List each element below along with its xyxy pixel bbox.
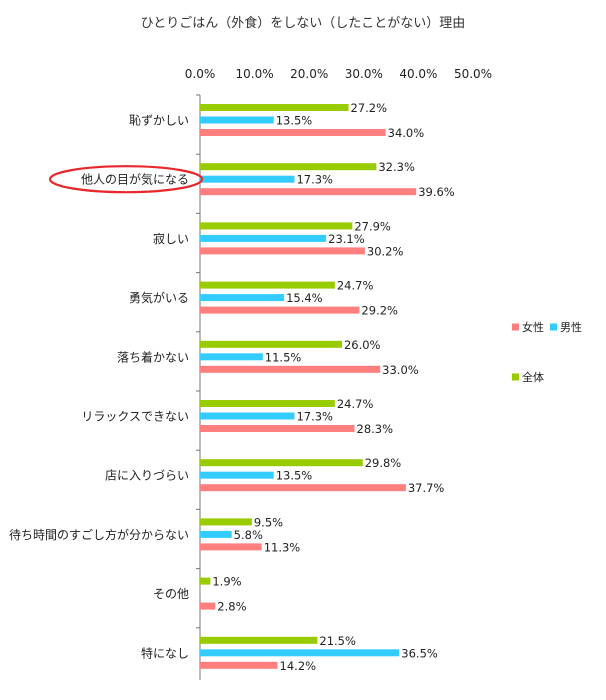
- data-label: 9.5%: [254, 515, 283, 529]
- data-label: 33.0%: [382, 363, 419, 377]
- bar: [200, 129, 386, 136]
- data-label: 29.8%: [365, 456, 402, 470]
- data-label: 23.1%: [328, 232, 365, 246]
- bar: [200, 661, 278, 669]
- data-label: 15.4%: [286, 291, 323, 305]
- bar: [200, 543, 262, 551]
- bar: [200, 577, 211, 585]
- x-tick-label: 20.0%: [290, 67, 328, 81]
- category-label: その他: [153, 587, 189, 601]
- bar: [200, 340, 342, 348]
- category-label: 他人の目が気になる: [81, 172, 189, 187]
- data-label: 37.7%: [408, 481, 445, 495]
- data-label: 27.9%: [354, 219, 391, 233]
- bar: [200, 234, 327, 242]
- x-tick-label: 0.0%: [185, 67, 216, 81]
- data-label: 36.5%: [401, 646, 438, 660]
- x-tick-label: 10.0%: [236, 67, 274, 81]
- bar: [200, 400, 335, 407]
- legend-swatch: [550, 323, 557, 331]
- bar: [200, 175, 295, 183]
- bar: [200, 484, 406, 492]
- legend-label: 男性: [560, 320, 582, 334]
- data-label: 13.5%: [276, 469, 313, 483]
- data-label: 24.7%: [337, 397, 374, 411]
- x-axis-ticks: 0.0% 10.0% 20.0% 30.0% 40.0% 50.0%: [185, 67, 492, 81]
- legend-swatch: [512, 323, 519, 331]
- highlight-ellipse: [48, 165, 204, 194]
- category-label: 勇気がいる: [129, 290, 189, 305]
- category-label: 恥ずかしい: [129, 114, 189, 128]
- bar: [200, 602, 216, 610]
- category-label: 待ち時間のすごし方が分からない: [9, 527, 189, 542]
- category-label: 落ち着かない: [117, 349, 189, 364]
- category-label: リラックスできない: [81, 410, 189, 424]
- category-label: 寂しい: [153, 231, 189, 246]
- data-label: 13.5%: [276, 114, 313, 128]
- data-label: 1.9%: [212, 575, 241, 589]
- bar: [200, 222, 353, 230]
- legend-swatch: [512, 373, 519, 381]
- bar: [200, 636, 318, 644]
- data-label: 5.8%: [234, 528, 263, 542]
- legend-label: 女性: [522, 320, 544, 334]
- value-labels: 27.2% 13.5% 34.0% 32.3% 17.3% 39.6% 27.9%23.1%…: [212, 101, 454, 673]
- data-label: 26.0%: [344, 338, 381, 352]
- data-label: 2.8%: [217, 600, 246, 614]
- bars: [200, 104, 417, 669]
- data-label: 30.2%: [367, 244, 404, 258]
- bar: [200, 163, 377, 171]
- category-label: 特になし: [141, 645, 189, 660]
- bar: [200, 306, 360, 314]
- data-label: 27.2%: [351, 101, 388, 115]
- bar: [200, 459, 363, 467]
- data-label: 14.2%: [280, 659, 317, 673]
- bar: [200, 365, 381, 373]
- bar: [200, 353, 263, 361]
- bar: [200, 471, 274, 479]
- data-label: 17.3%: [296, 410, 333, 424]
- legend-label: 全体: [522, 370, 544, 384]
- bar: [200, 188, 417, 196]
- category-label: 店に入りづらい: [105, 469, 189, 483]
- highlight-annotation: [48, 165, 204, 194]
- bar: [200, 294, 285, 302]
- data-label: 39.6%: [418, 185, 455, 199]
- chart-title: ひとりごはん（外食）をしない（したことがない）理由: [140, 16, 466, 31]
- data-label: 21.5%: [319, 634, 356, 648]
- bar: [200, 116, 274, 124]
- data-label: 32.3%: [378, 160, 415, 174]
- bar: [200, 281, 335, 289]
- data-label: 17.3%: [296, 173, 333, 187]
- bar: [200, 425, 355, 432]
- data-label: 28.3%: [357, 422, 394, 436]
- bar: [200, 530, 232, 538]
- x-tick-label: 30.0%: [345, 67, 383, 81]
- data-label: 11.5%: [265, 350, 302, 364]
- bar: [200, 412, 295, 420]
- bar: [200, 518, 252, 526]
- data-label: 34.0%: [388, 126, 425, 140]
- bar: [200, 649, 400, 657]
- data-label: 29.2%: [361, 304, 398, 318]
- category-labels: 恥ずかしい他人の目が気になる寂しい勇気がいる落ち着かないリラックスできない店に入…: [9, 114, 189, 661]
- data-label: 24.7%: [337, 279, 374, 293]
- x-tick-label: 50.0%: [454, 67, 492, 81]
- bar: [200, 104, 349, 111]
- x-tick-label: 40.0%: [399, 67, 437, 81]
- bar: [200, 247, 365, 255]
- data-label: 11.3%: [264, 540, 301, 554]
